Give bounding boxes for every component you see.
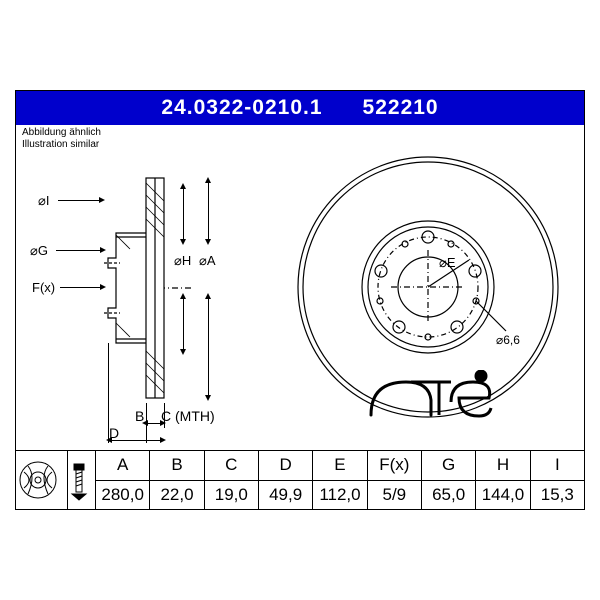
part-number: 24.0322-0210.1 <box>161 96 322 120</box>
label-dia-E: ⌀E <box>439 255 456 271</box>
label-C: C (MTH) <box>161 408 215 424</box>
val-G: 65,0 <box>421 480 475 510</box>
label-dia-A: ⌀A <box>199 253 216 269</box>
label-F: F(x) <box>32 280 55 295</box>
col-C: C <box>204 451 258 481</box>
header-bar: 24.0322-0210.1 522210 <box>16 91 584 125</box>
drawing-panel: 24.0322-0210.1 522210 Abbildung ähnlich … <box>15 90 585 510</box>
col-B: B <box>150 451 204 481</box>
val-A: 280,0 <box>96 480 150 510</box>
val-I: 15,3 <box>530 480 584 510</box>
col-A: A <box>96 451 150 481</box>
label-dia-I: ⌀I <box>38 193 49 209</box>
col-G: G <box>421 451 475 481</box>
col-E: E <box>313 451 367 481</box>
val-E: 112,0 <box>313 480 367 510</box>
bolt-icon-cell <box>68 451 96 510</box>
rotor-icon-cell <box>16 451 68 510</box>
dimension-table: A B C D E F(x) G H I 280,0 22,0 19,0 <box>15 450 585 510</box>
col-H: H <box>476 451 530 481</box>
rotor-icon <box>16 458 60 502</box>
label-hole-dia: ⌀6,6 <box>496 333 520 347</box>
val-C: 19,0 <box>204 480 258 510</box>
label-dia-H: ⌀H <box>174 253 191 269</box>
val-H: 144,0 <box>476 480 530 510</box>
rotor-side-view <box>96 173 196 403</box>
label-dia-G: ⌀G <box>30 243 48 259</box>
val-F: 5/9 <box>367 480 421 510</box>
col-F: F(x) <box>367 451 421 481</box>
val-D: 49,9 <box>258 480 312 510</box>
val-B: 22,0 <box>150 480 204 510</box>
col-I: I <box>530 451 584 481</box>
table-header-row: A B C D E F(x) G H I <box>16 451 585 481</box>
diagram-area: ⌀I ⌀G F(x) ⌀H ⌀A B C (MTH) D ⌀E <box>16 125 584 449</box>
table-value-row: 280,0 22,0 19,0 49,9 112,0 5/9 65,0 144,… <box>16 480 585 510</box>
bolt-icon <box>68 458 90 502</box>
alt-number: 522210 <box>363 96 439 120</box>
technical-drawing-frame: 24.0322-0210.1 522210 Abbildung ähnlich … <box>0 0 600 600</box>
col-D: D <box>258 451 312 481</box>
ate-logo <box>361 370 501 425</box>
